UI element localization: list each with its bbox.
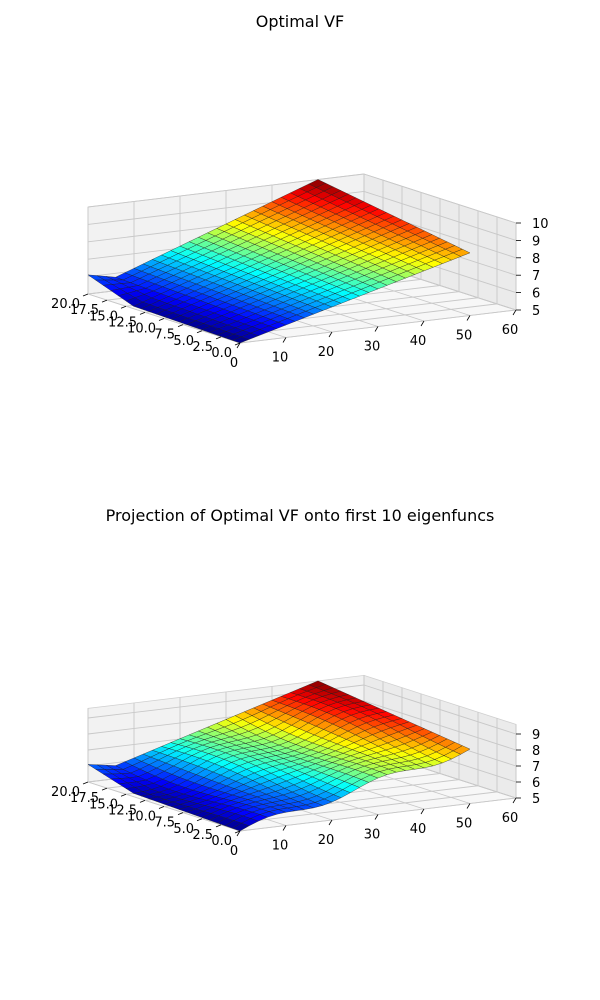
z-tick-label: 8 [532,744,540,759]
surface-facet [452,745,471,755]
x-tick [328,819,333,826]
y-tick [158,806,165,809]
x-tick-label: 30 [364,340,381,355]
y-tick [101,299,108,303]
x-tick-label: 10 [272,351,289,366]
x-tick [466,315,471,321]
y-tick-label: 17.5 [70,791,99,806]
x-tick [512,309,517,316]
y-tick-label: 20.0 [51,297,80,312]
z-tick-label: 5 [532,792,540,807]
z-tick-label: 9 [532,728,540,743]
y-tick [120,793,127,797]
x-tick-label: 10 [272,839,289,854]
z-tick-label: 8 [532,252,540,267]
surface-plot-1: 0 10 20 30 40 50 60 0.02.55.07.510.012.515.017.… [51,173,549,371]
y-tick [234,830,241,834]
x-tick-label: 40 [410,822,427,837]
surface [87,179,471,344]
x-tick-label: 40 [410,334,427,349]
x-tick [466,803,471,809]
y-tick [82,781,89,785]
z-tick-label: 5 [532,304,540,319]
x-tick-label: 60 [502,323,519,338]
x-tick [236,342,241,349]
x-tick-label: 30 [364,828,381,843]
grid-line [363,700,517,751]
x-tick [282,337,287,343]
y-tick-label: 7.5 [154,816,175,831]
x-tick [328,331,333,338]
y-tick-label: 20.0 [51,785,80,800]
y-tick-label: 15.0 [89,309,118,324]
grid-line [363,190,517,241]
y-tick [120,305,127,309]
y-tick-label: 17.5 [70,303,99,318]
y-tick-label: 0.0 [211,346,232,361]
x-tick-label: 0 [230,356,238,371]
y-tick-label: 2.5 [192,340,213,355]
z-tick-label: 9 [532,234,540,249]
x-tick [374,814,379,820]
y-tick-label: 15.0 [89,797,118,812]
x-tick [420,808,425,815]
y-tick [101,787,108,791]
grid-line [363,684,517,735]
x-tick-label: 50 [456,329,473,344]
y-tick-label: 12.5 [108,315,137,330]
y-tick [234,342,241,346]
z-tick-label: 7 [532,760,540,775]
y-tick-label: 12.5 [108,803,137,818]
y-tick-label: 5.0 [173,822,194,837]
y-tick [215,336,222,340]
y-tick-label: 10.0 [127,322,156,337]
y-tick [196,818,203,822]
chart-title-2: Projection of Optimal VF onto first 10 e… [105,506,495,525]
y-tick [158,318,165,321]
x-tick-label: 20 [318,833,335,848]
y-tick [82,293,89,297]
grid-line [363,173,517,224]
x-tick [420,320,425,327]
grid-line [220,791,498,826]
z-tick-label: 6 [532,776,540,791]
surface-facet [452,249,471,257]
surface [87,680,471,832]
y-tick-label: 10.0 [127,810,156,825]
y-tick [177,324,184,327]
x-tick [374,326,379,332]
y-tick [177,812,184,815]
y-tick [139,800,146,803]
z-tick-label: 7 [532,269,540,284]
x-tick-label: 0 [230,844,238,859]
x-tick-label: 60 [502,811,519,826]
x-tick [236,830,241,837]
x-tick [512,797,517,804]
y-tick [139,312,146,315]
chart-title-1: Optimal VF [255,12,345,31]
x-tick-label: 50 [456,817,473,832]
y-tick-label: 0.0 [211,834,232,849]
y-tick [215,824,222,828]
z-tick-label: 10 [532,217,549,232]
y-tick [196,330,203,334]
x-tick-label: 20 [318,345,335,360]
surface-plot-2: 0 10 20 30 40 50 60 0.02.55.07.510.012.515.017.… [51,674,540,859]
y-tick-label: 2.5 [192,828,213,843]
x-tick [282,825,287,831]
z-tick-label: 6 [532,287,540,302]
y-tick-label: 7.5 [154,328,175,343]
y-tick-label: 5.0 [173,334,194,349]
